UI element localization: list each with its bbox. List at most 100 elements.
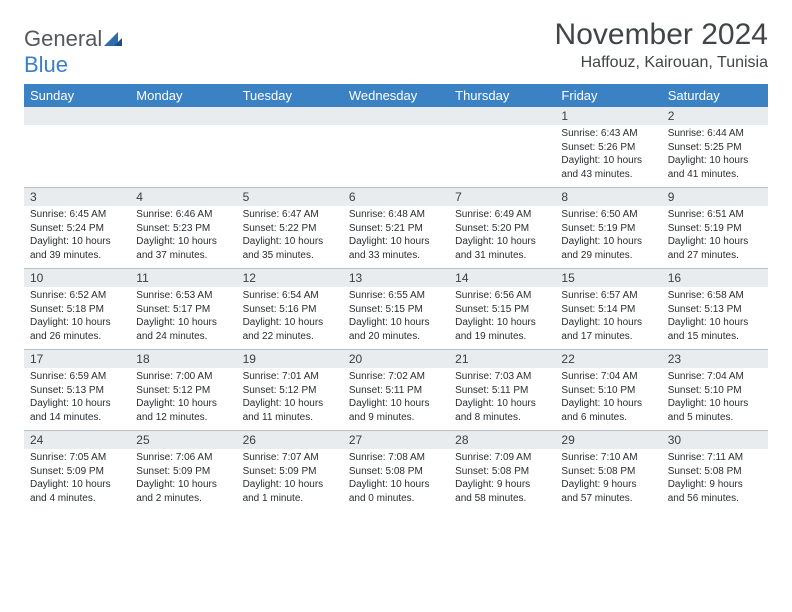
date-number: 19 bbox=[237, 350, 343, 368]
logo-word1: General bbox=[24, 26, 102, 51]
dayname: Tuesday bbox=[237, 84, 343, 107]
sunset-text: Sunset: 5:08 PM bbox=[455, 465, 549, 479]
sunrise-text: Sunrise: 7:09 AM bbox=[455, 451, 549, 465]
day-cell: Sunrise: 6:47 AMSunset: 5:22 PMDaylight:… bbox=[237, 206, 343, 268]
day-cell: Sunrise: 7:02 AMSunset: 5:11 PMDaylight:… bbox=[343, 368, 449, 430]
date-number-row: 3456789 bbox=[24, 187, 768, 206]
day-cell: Sunrise: 7:04 AMSunset: 5:10 PMDaylight:… bbox=[662, 368, 768, 430]
sunrise-text: Sunrise: 6:47 AM bbox=[243, 208, 337, 222]
sunrise-text: Sunrise: 6:43 AM bbox=[561, 127, 655, 141]
date-data-row: Sunrise: 7:05 AMSunset: 5:09 PMDaylight:… bbox=[24, 449, 768, 511]
date-data-row: Sunrise: 6:52 AMSunset: 5:18 PMDaylight:… bbox=[24, 287, 768, 349]
date-number: 11 bbox=[130, 269, 236, 287]
daylight-text: Daylight: 10 hours and 11 minutes. bbox=[243, 397, 337, 424]
day-cell: Sunrise: 7:11 AMSunset: 5:08 PMDaylight:… bbox=[662, 449, 768, 511]
daylight-text: Daylight: 10 hours and 35 minutes. bbox=[243, 235, 337, 262]
daylight-text: Daylight: 10 hours and 33 minutes. bbox=[349, 235, 443, 262]
sunrise-text: Sunrise: 6:53 AM bbox=[136, 289, 230, 303]
daylight-text: Daylight: 10 hours and 4 minutes. bbox=[30, 478, 124, 505]
date-number-row: 17181920212223 bbox=[24, 349, 768, 368]
date-number: 24 bbox=[24, 431, 130, 449]
date-number: 30 bbox=[662, 431, 768, 449]
sunrise-text: Sunrise: 6:56 AM bbox=[455, 289, 549, 303]
date-number: 10 bbox=[24, 269, 130, 287]
daylight-text: Daylight: 10 hours and 22 minutes. bbox=[243, 316, 337, 343]
date-number bbox=[237, 107, 343, 125]
daylight-text: Daylight: 10 hours and 39 minutes. bbox=[30, 235, 124, 262]
day-cell: Sunrise: 7:00 AMSunset: 5:12 PMDaylight:… bbox=[130, 368, 236, 430]
sunrise-text: Sunrise: 7:01 AM bbox=[243, 370, 337, 384]
sunset-text: Sunset: 5:20 PM bbox=[455, 222, 549, 236]
sunset-text: Sunset: 5:21 PM bbox=[349, 222, 443, 236]
sunset-text: Sunset: 5:16 PM bbox=[243, 303, 337, 317]
day-cell: Sunrise: 6:53 AMSunset: 5:17 PMDaylight:… bbox=[130, 287, 236, 349]
daylight-text: Daylight: 10 hours and 1 minute. bbox=[243, 478, 337, 505]
date-number: 17 bbox=[24, 350, 130, 368]
date-number: 16 bbox=[662, 269, 768, 287]
day-cell: Sunrise: 6:43 AMSunset: 5:26 PMDaylight:… bbox=[555, 125, 661, 187]
sunrise-text: Sunrise: 6:58 AM bbox=[668, 289, 762, 303]
sunrise-text: Sunrise: 6:44 AM bbox=[668, 127, 762, 141]
sunset-text: Sunset: 5:09 PM bbox=[136, 465, 230, 479]
sunset-text: Sunset: 5:25 PM bbox=[668, 141, 762, 155]
sunrise-text: Sunrise: 6:51 AM bbox=[668, 208, 762, 222]
day-cell: Sunrise: 7:07 AMSunset: 5:09 PMDaylight:… bbox=[237, 449, 343, 511]
day-cell: Sunrise: 6:51 AMSunset: 5:19 PMDaylight:… bbox=[662, 206, 768, 268]
date-number: 9 bbox=[662, 188, 768, 206]
daylight-text: Daylight: 10 hours and 8 minutes. bbox=[455, 397, 549, 424]
day-cell: Sunrise: 6:59 AMSunset: 5:13 PMDaylight:… bbox=[24, 368, 130, 430]
day-cell: Sunrise: 7:01 AMSunset: 5:12 PMDaylight:… bbox=[237, 368, 343, 430]
date-number bbox=[449, 107, 555, 125]
daylight-text: Daylight: 10 hours and 2 minutes. bbox=[136, 478, 230, 505]
sunset-text: Sunset: 5:26 PM bbox=[561, 141, 655, 155]
date-number: 25 bbox=[130, 431, 236, 449]
date-number: 2 bbox=[662, 107, 768, 125]
daylight-text: Daylight: 9 hours and 57 minutes. bbox=[561, 478, 655, 505]
calendar-page: General Blue November 2024 Haffouz, Kair… bbox=[0, 0, 792, 529]
calendar-grid: Sunday Monday Tuesday Wednesday Thursday… bbox=[24, 84, 768, 511]
date-number: 6 bbox=[343, 188, 449, 206]
day-cell: Sunrise: 7:04 AMSunset: 5:10 PMDaylight:… bbox=[555, 368, 661, 430]
daylight-text: Daylight: 10 hours and 6 minutes. bbox=[561, 397, 655, 424]
daylight-text: Daylight: 10 hours and 17 minutes. bbox=[561, 316, 655, 343]
sunrise-text: Sunrise: 7:07 AM bbox=[243, 451, 337, 465]
daylight-text: Daylight: 10 hours and 27 minutes. bbox=[668, 235, 762, 262]
date-number: 20 bbox=[343, 350, 449, 368]
dayname: Friday bbox=[555, 84, 661, 107]
day-cell: Sunrise: 6:50 AMSunset: 5:19 PMDaylight:… bbox=[555, 206, 661, 268]
sunrise-text: Sunrise: 6:57 AM bbox=[561, 289, 655, 303]
title-block: November 2024 Haffouz, Kairouan, Tunisia bbox=[555, 18, 768, 72]
date-number-row: 24252627282930 bbox=[24, 430, 768, 449]
sunrise-text: Sunrise: 6:59 AM bbox=[30, 370, 124, 384]
date-data-row: Sunrise: 6:43 AMSunset: 5:26 PMDaylight:… bbox=[24, 125, 768, 187]
date-number: 8 bbox=[555, 188, 661, 206]
sunset-text: Sunset: 5:17 PM bbox=[136, 303, 230, 317]
sunrise-text: Sunrise: 7:05 AM bbox=[30, 451, 124, 465]
date-number: 22 bbox=[555, 350, 661, 368]
date-number: 27 bbox=[343, 431, 449, 449]
sunrise-text: Sunrise: 6:46 AM bbox=[136, 208, 230, 222]
sunset-text: Sunset: 5:11 PM bbox=[349, 384, 443, 398]
sunset-text: Sunset: 5:08 PM bbox=[349, 465, 443, 479]
day-cell bbox=[24, 125, 130, 187]
logo-triangle2-icon bbox=[114, 38, 122, 46]
date-number: 29 bbox=[555, 431, 661, 449]
dayname: Thursday bbox=[449, 84, 555, 107]
daylight-text: Daylight: 10 hours and 14 minutes. bbox=[30, 397, 124, 424]
dayname: Wednesday bbox=[343, 84, 449, 107]
daylight-text: Daylight: 10 hours and 0 minutes. bbox=[349, 478, 443, 505]
sunset-text: Sunset: 5:09 PM bbox=[30, 465, 124, 479]
sunset-text: Sunset: 5:09 PM bbox=[243, 465, 337, 479]
header: General Blue November 2024 Haffouz, Kair… bbox=[24, 18, 768, 78]
sunrise-text: Sunrise: 7:04 AM bbox=[668, 370, 762, 384]
dayname-row: Sunday Monday Tuesday Wednesday Thursday… bbox=[24, 84, 768, 107]
sunset-text: Sunset: 5:10 PM bbox=[668, 384, 762, 398]
sunrise-text: Sunrise: 6:48 AM bbox=[349, 208, 443, 222]
day-cell: Sunrise: 6:58 AMSunset: 5:13 PMDaylight:… bbox=[662, 287, 768, 349]
day-cell: Sunrise: 7:03 AMSunset: 5:11 PMDaylight:… bbox=[449, 368, 555, 430]
day-cell: Sunrise: 6:55 AMSunset: 5:15 PMDaylight:… bbox=[343, 287, 449, 349]
daylight-text: Daylight: 10 hours and 43 minutes. bbox=[561, 154, 655, 181]
sunset-text: Sunset: 5:14 PM bbox=[561, 303, 655, 317]
sunrise-text: Sunrise: 6:49 AM bbox=[455, 208, 549, 222]
daylight-text: Daylight: 10 hours and 24 minutes. bbox=[136, 316, 230, 343]
